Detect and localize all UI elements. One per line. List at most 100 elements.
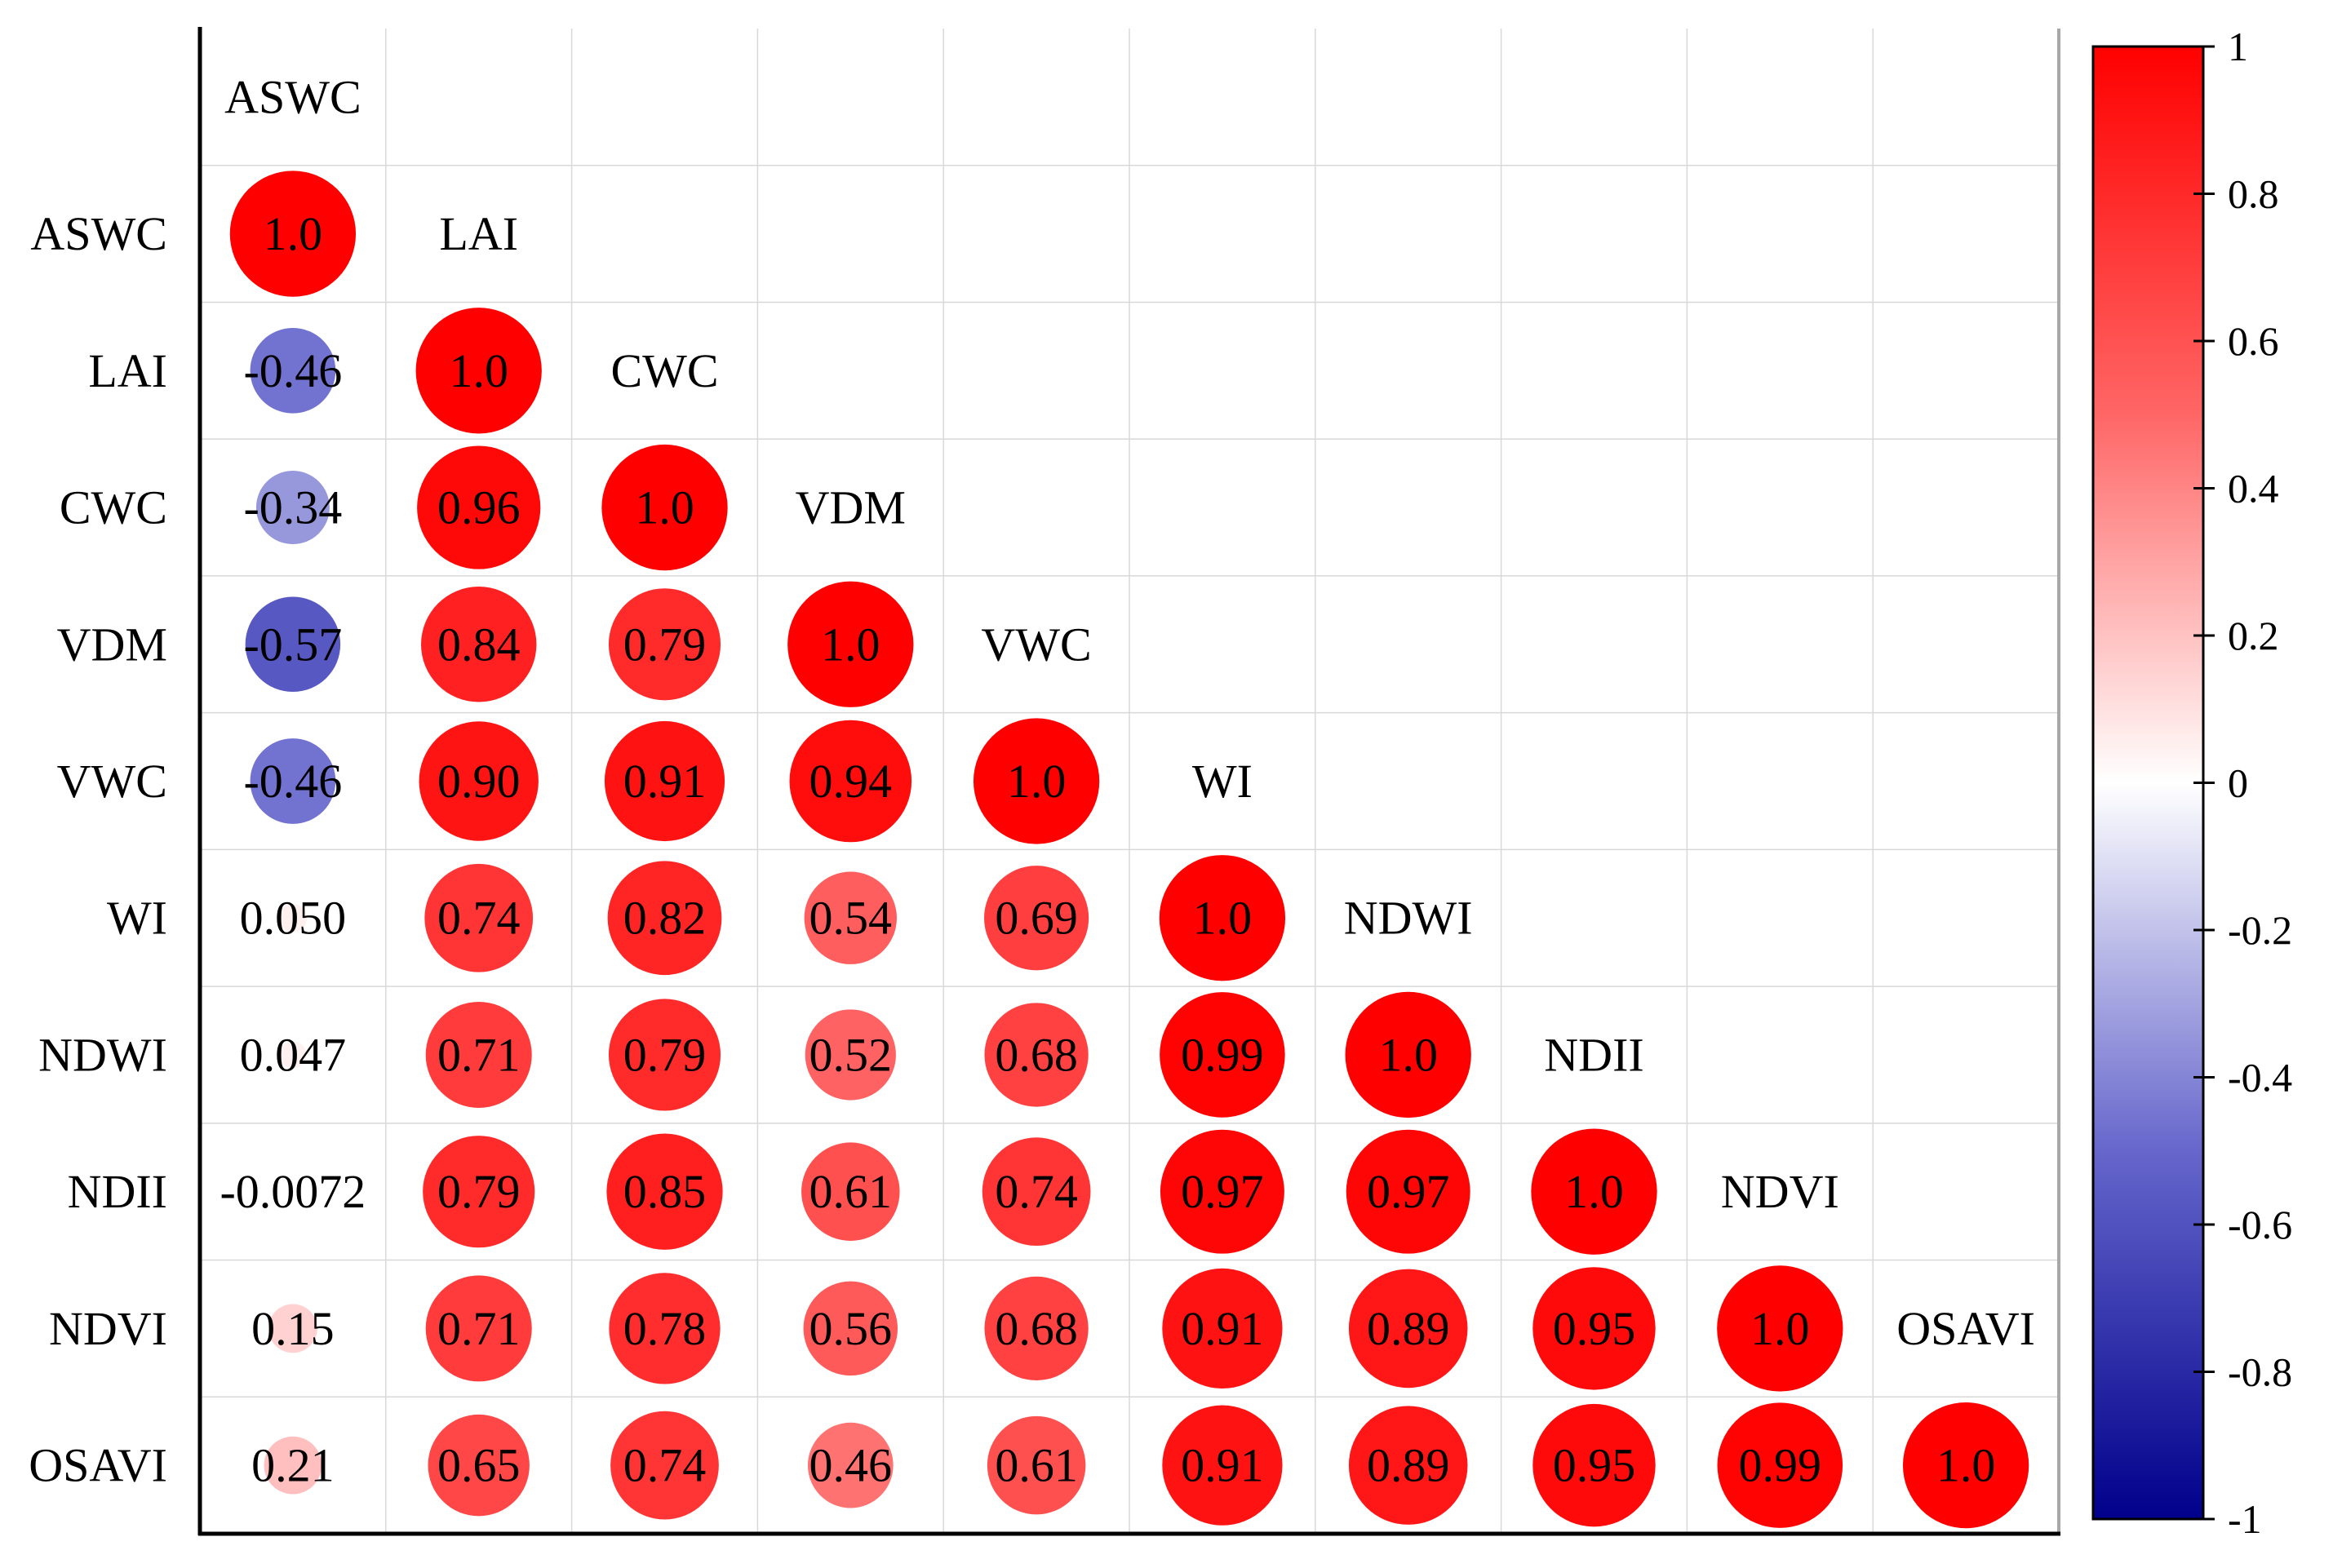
correlation-value-label: 0.95 bbox=[1553, 1302, 1636, 1355]
correlation-circle bbox=[245, 596, 341, 693]
column-header-label: ASWC bbox=[224, 70, 361, 123]
colorbar-tick-label: -0.2 bbox=[2228, 907, 2292, 953]
colorbar-tick-label: 0 bbox=[2228, 760, 2248, 806]
correlation-value-label: 0.90 bbox=[437, 755, 521, 808]
correlation-value-label: 1.0 bbox=[1378, 1028, 1438, 1081]
row-labels: ASWC LAI CWC VDM VWC WI NDWI NDII NDVI OSAVI bbox=[29, 207, 167, 1492]
correlation-cell: 0.95 bbox=[1532, 1267, 1656, 1390]
correlation-value-label: 0.74 bbox=[995, 1165, 1078, 1218]
correlation-circle bbox=[424, 863, 534, 972]
correlation-value-label: 0.047 bbox=[240, 1028, 347, 1081]
correlation-value-label: 0.050 bbox=[240, 892, 347, 945]
correlation-value-label: 0.61 bbox=[809, 1165, 893, 1218]
correlation-cell: -0.46 bbox=[243, 327, 342, 414]
correlation-value-label: 1.0 bbox=[821, 618, 880, 671]
colorbar-tick-label: -0.8 bbox=[2228, 1349, 2292, 1395]
column-header-label: VDM bbox=[796, 481, 906, 534]
correlation-cell: 1.0 bbox=[415, 308, 542, 434]
correlation-value-label: 0.91 bbox=[1181, 1439, 1264, 1492]
correlation-cell: 0.21 bbox=[251, 1436, 335, 1495]
correlation-cell: 0.79 bbox=[608, 999, 721, 1111]
correlation-circle bbox=[982, 1137, 1091, 1247]
correlation-value-label: 0.46 bbox=[809, 1439, 893, 1492]
correlation-value-label: 0.89 bbox=[1367, 1439, 1450, 1492]
correlation-value-label: 0.21 bbox=[251, 1439, 335, 1492]
correlation-circle bbox=[803, 1281, 898, 1376]
correlation-circle bbox=[419, 721, 539, 841]
column-header-label: NDII bbox=[1544, 1028, 1643, 1081]
correlation-value-label: -0.46 bbox=[243, 344, 342, 397]
correlation-circle bbox=[1160, 1129, 1284, 1254]
row-label: VWC bbox=[57, 755, 167, 808]
correlation-circle bbox=[607, 861, 722, 976]
correlation-circle bbox=[609, 1273, 721, 1384]
correlation-value-label: 0.79 bbox=[623, 1028, 707, 1081]
correlation-value-label: 1.0 bbox=[449, 344, 508, 397]
correlation-circle bbox=[417, 445, 541, 569]
correlation-value-label: 0.82 bbox=[623, 892, 707, 945]
correlation-value-label: 0.74 bbox=[623, 1439, 707, 1492]
correlation-value-label: 0.74 bbox=[437, 892, 521, 945]
correlation-circle bbox=[606, 1133, 723, 1250]
correlation-value-label: 0.99 bbox=[1739, 1439, 1822, 1492]
correlation-value-label: 0.94 bbox=[809, 755, 893, 808]
correlation-circle bbox=[804, 871, 897, 964]
correlation-value-label: 0.65 bbox=[437, 1439, 521, 1492]
correlation-cell: 1.0 bbox=[973, 718, 1100, 844]
correlation-circle bbox=[1717, 1402, 1843, 1528]
correlation-circle bbox=[987, 1415, 1086, 1515]
correlation-value-label: 1.0 bbox=[1750, 1302, 1810, 1355]
column-header-label: VWC bbox=[981, 618, 1091, 671]
correlation-circle bbox=[1159, 855, 1286, 981]
correlation-cell: 0.68 bbox=[984, 1003, 1089, 1107]
colorbar-tick-label: -0.4 bbox=[2228, 1055, 2292, 1101]
correlation-value-label: 0.91 bbox=[623, 755, 707, 808]
correlation-circle bbox=[1717, 1265, 1843, 1392]
correlation-value-label: 0.95 bbox=[1553, 1439, 1636, 1492]
correlation-cells: 1.0 -0.46 1.0 -0.34 0.96 1.0 -0.57 0.84 0.79 1.0 -… bbox=[220, 171, 2029, 1529]
column-header-label: OSAVI bbox=[1896, 1302, 2035, 1355]
correlation-cell: -0.46 bbox=[243, 738, 342, 824]
correlation-cell: 0.97 bbox=[1346, 1129, 1470, 1254]
correlation-circle bbox=[1532, 1267, 1656, 1390]
colorbar-tick-label: 0.6 bbox=[2228, 318, 2279, 364]
correlation-circle bbox=[425, 1001, 532, 1108]
correlation-circle bbox=[805, 1009, 896, 1101]
colorbar-tick-label: 0.2 bbox=[2228, 613, 2279, 658]
correlation-value-label: 0.15 bbox=[251, 1302, 335, 1355]
correlation-value-label: 0.78 bbox=[623, 1302, 707, 1355]
column-header-label: NDWI bbox=[1344, 892, 1473, 945]
correlation-cell: 0.74 bbox=[424, 863, 534, 972]
correlation-value-label: -0.57 bbox=[243, 618, 342, 671]
correlation-circle bbox=[789, 720, 912, 843]
correlation-circle bbox=[604, 720, 725, 842]
correlation-cell: 0.99 bbox=[1160, 992, 1285, 1118]
correlation-cell: 0.91 bbox=[1162, 1405, 1283, 1526]
correlation-cell: 0.61 bbox=[987, 1415, 1086, 1515]
correlation-circle bbox=[425, 1275, 532, 1382]
correlation-cell: 1.0 bbox=[1717, 1265, 1843, 1392]
correlation-circle bbox=[278, 903, 308, 932]
correlation-cell: 1.0 bbox=[1345, 991, 1471, 1118]
correlation-value-label: 0.79 bbox=[623, 618, 707, 671]
correlation-value-label: 0.79 bbox=[437, 1165, 521, 1218]
correlation-cell: 0.69 bbox=[984, 866, 1089, 971]
correlation-circle bbox=[610, 1411, 719, 1520]
correlation-value-label: 0.61 bbox=[995, 1439, 1078, 1492]
correlation-cell: 0.61 bbox=[801, 1142, 900, 1241]
correlation-cell: 1.0 bbox=[229, 171, 357, 297]
row-label: NDII bbox=[68, 1165, 167, 1218]
correlation-cell: -0.0072 bbox=[220, 1165, 366, 1218]
correlation-cell: -0.57 bbox=[243, 596, 342, 693]
correlation-value-label: 0.56 bbox=[809, 1302, 893, 1355]
correlation-cell: 0.74 bbox=[982, 1137, 1091, 1247]
correlation-circle bbox=[1162, 1405, 1283, 1526]
colorbar-tick-label: -1 bbox=[2228, 1496, 2262, 1542]
diagonal-header-labels: ASWC LAI CWC VDM VWC WI NDWI NDII NDVI OSAVI bbox=[224, 70, 2035, 1355]
colorbar-tick-label: 0.8 bbox=[2228, 171, 2279, 217]
correlation-value-label: 1.0 bbox=[1193, 892, 1253, 945]
correlation-circle bbox=[268, 1304, 317, 1353]
row-label: NDVI bbox=[49, 1302, 167, 1355]
correlation-circle bbox=[787, 581, 914, 707]
